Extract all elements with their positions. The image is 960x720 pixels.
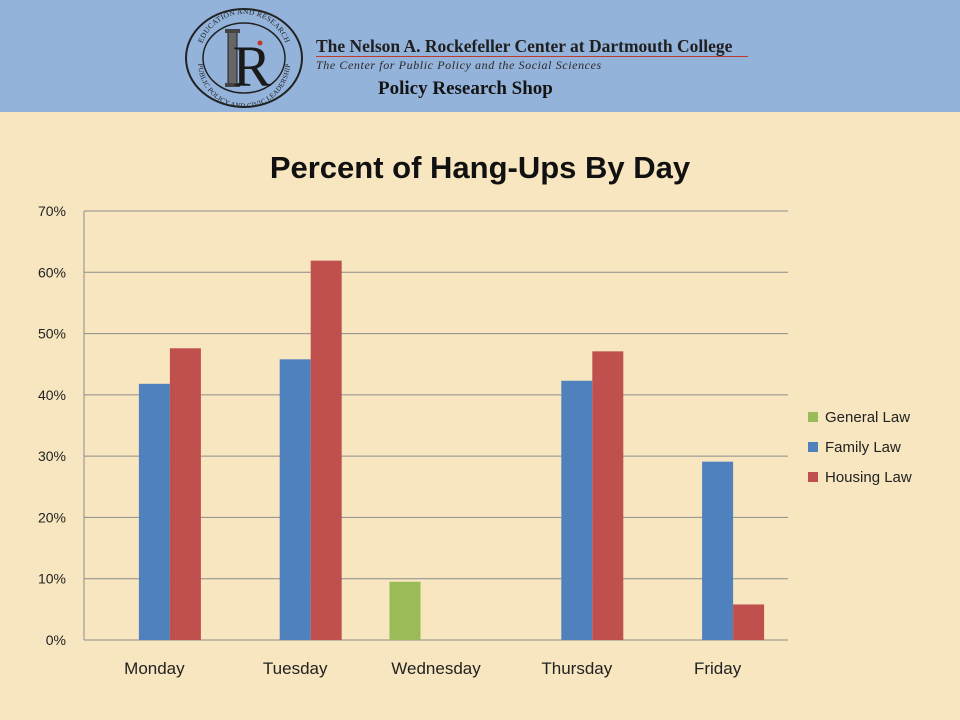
legend-swatch: [808, 472, 818, 482]
bar-housing-law-friday: [733, 604, 765, 640]
shop-name: Policy Research Shop: [378, 78, 553, 99]
x-tick-label: Monday: [124, 659, 185, 678]
chart-title: Percent of Hang-Ups By Day: [269, 150, 691, 185]
chart-gridlines: [84, 210, 788, 641]
bar-family-law-monday: [138, 383, 170, 640]
bar-housing-law-thursday: [592, 351, 624, 640]
chart-bars: [138, 260, 765, 640]
legend-item: General Law: [808, 402, 912, 432]
bar-housing-law-monday: [169, 348, 201, 640]
legend-label: Housing Law: [825, 468, 912, 486]
y-tick-label: 70%: [38, 203, 66, 219]
header-banner: EDUCATION AND RESEARCH PUBLIC POLICY AND…: [0, 0, 960, 112]
y-tick-label: 20%: [38, 509, 66, 525]
center-tagline: The Center for Public Policy and the Soc…: [316, 58, 602, 72]
x-tick-label: Thursday: [541, 659, 612, 678]
bar-family-law-thursday: [561, 380, 593, 640]
center-name: The Nelson A. Rockefeller Center at Dart…: [316, 36, 733, 56]
y-tick-label: 30%: [38, 448, 66, 464]
bar-general-law-wednesday: [389, 581, 421, 640]
x-tick-label: Wednesday: [391, 659, 481, 678]
x-tick-label: Friday: [694, 659, 742, 678]
legend-label: Family Law: [825, 438, 901, 456]
bar-housing-law-tuesday: [310, 260, 342, 640]
y-tick-label: 60%: [38, 264, 66, 280]
seal-dot-icon: [257, 40, 263, 46]
chart-legend: General Law Family Law Housing Law: [808, 402, 912, 492]
bar-family-law-tuesday: [279, 359, 311, 640]
x-tick-label: Tuesday: [263, 659, 328, 678]
rockefeller-seal-logo: EDUCATION AND RESEARCH PUBLIC POLICY AND…: [185, 7, 303, 110]
y-tick-label: 40%: [38, 387, 66, 403]
bar-family-law-friday: [702, 461, 734, 640]
header-divider: [316, 56, 748, 57]
legend-label: General Law: [825, 408, 911, 426]
y-tick-label: 0%: [46, 632, 66, 648]
legend-item: Family Law: [808, 432, 912, 462]
seal-letter: R: [233, 34, 272, 99]
y-tick-label: 50%: [38, 326, 66, 342]
legend-item: Housing Law: [808, 462, 912, 492]
legend-swatch: [808, 442, 818, 452]
y-tick-label: 10%: [38, 571, 66, 587]
legend-swatch: [808, 412, 818, 422]
chart-axes: 0% 10% 20% 30% 40% 50% 60% 70% Monday Tuesday Wedn…: [38, 203, 742, 678]
